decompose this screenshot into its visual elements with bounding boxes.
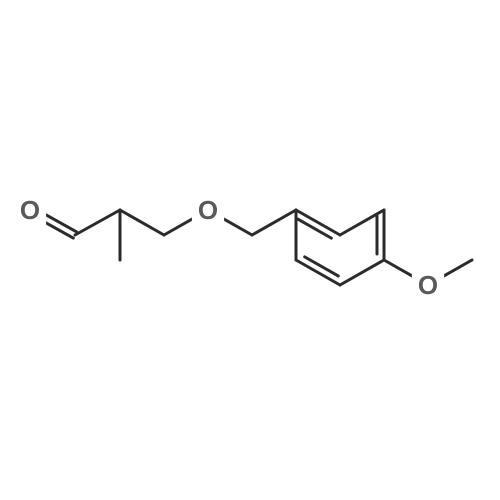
molecule-canvas: O O O [0, 0, 500, 500]
bond-single [440, 260, 472, 278]
bond-single [220, 217, 252, 235]
bond-single [384, 260, 416, 278]
bond-single [340, 260, 384, 285]
bond-single [164, 217, 196, 235]
bond-single [252, 210, 296, 235]
bond-single [75, 210, 120, 235]
atom-label-O1: O [20, 195, 40, 225]
atom-label-O7: O [418, 270, 438, 300]
bond-single [120, 210, 164, 235]
atom-label-O5: O [198, 195, 218, 225]
